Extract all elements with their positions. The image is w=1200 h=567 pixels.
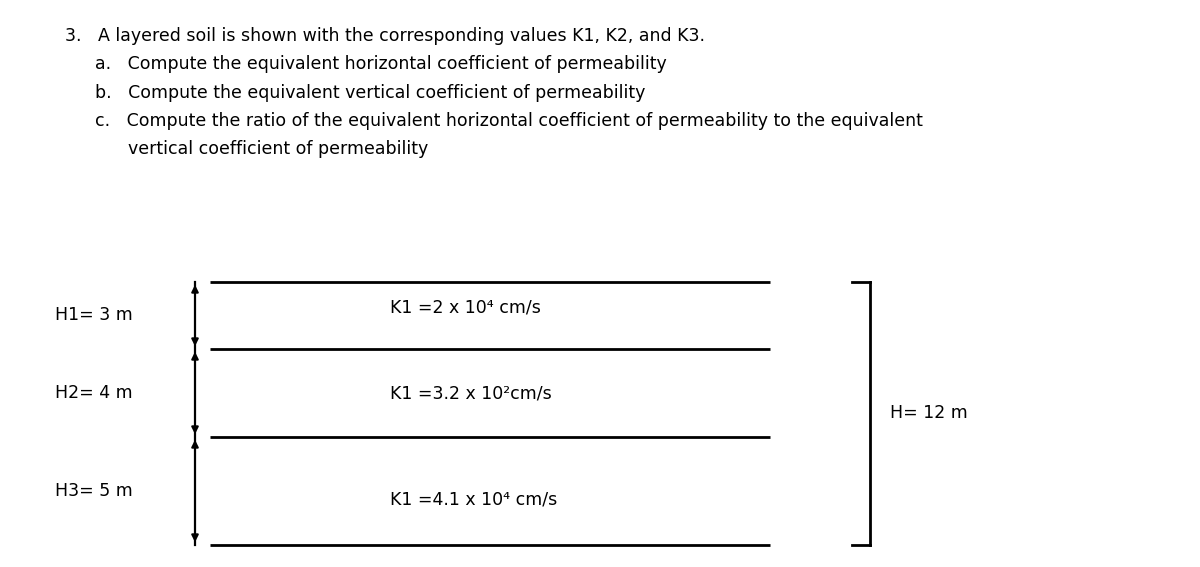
Text: H2= 4 m: H2= 4 m [55, 384, 133, 402]
Text: H1= 3 m: H1= 3 m [55, 307, 133, 324]
Text: H= 12 m: H= 12 m [890, 404, 967, 422]
Text: b.   Compute the equivalent vertical coefficient of permeability: b. Compute the equivalent vertical coeff… [95, 84, 646, 101]
Text: H3= 5 m: H3= 5 m [55, 482, 133, 500]
Text: K1 =3.2 x 10²cm/s: K1 =3.2 x 10²cm/s [390, 384, 552, 402]
Text: vertical coefficient of permeability: vertical coefficient of permeability [95, 141, 428, 158]
Text: K1 =2 x 10⁴ cm/s: K1 =2 x 10⁴ cm/s [390, 298, 541, 316]
Text: c.   Compute the ratio of the equivalent horizontal coefficient of permeability : c. Compute the ratio of the equivalent h… [95, 112, 923, 130]
Text: 3.   A layered soil is shown with the corresponding values K1, K2, and K3.: 3. A layered soil is shown with the corr… [65, 27, 706, 45]
Text: a.   Compute the equivalent horizontal coefficient of permeability: a. Compute the equivalent horizontal coe… [95, 56, 667, 73]
Text: K1 =4.1 x 10⁴ cm/s: K1 =4.1 x 10⁴ cm/s [390, 490, 557, 508]
